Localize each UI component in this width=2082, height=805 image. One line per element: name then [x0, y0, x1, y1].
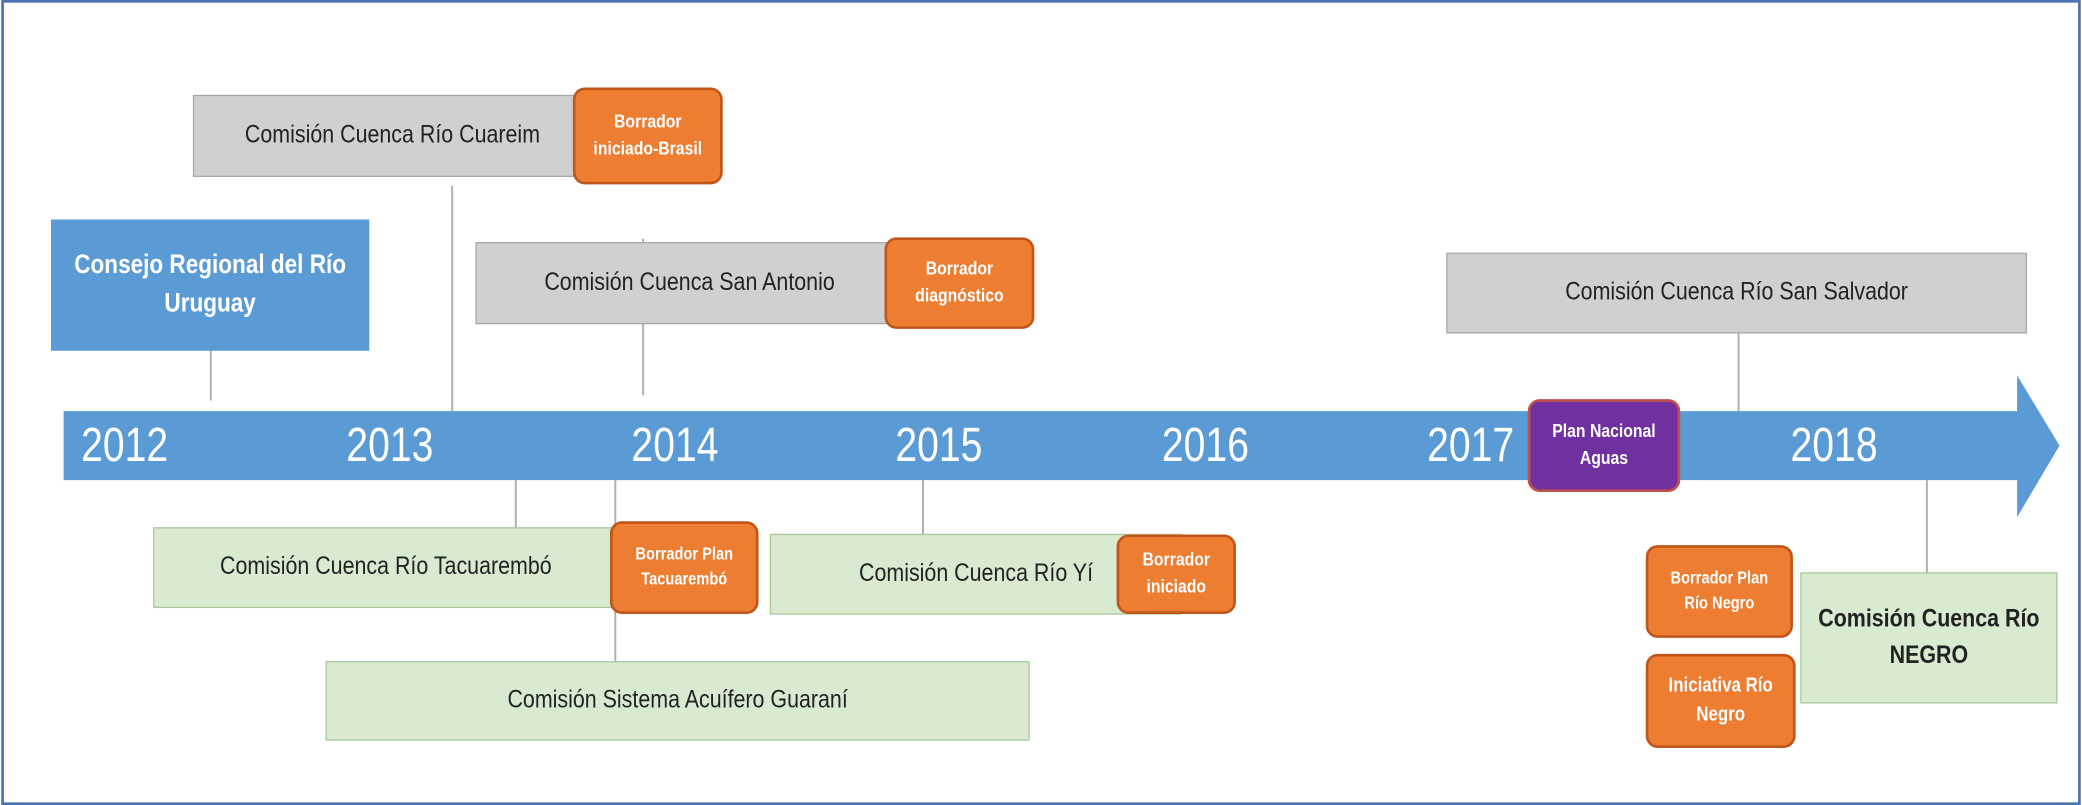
box-text: Tacuarembó	[641, 571, 727, 589]
box-bg	[1645, 653, 1796, 748]
box-text: Comisión Cuenca Río Tacuarembó	[220, 552, 552, 580]
box-text: Borrador	[614, 110, 682, 132]
timeline-arrow	[63, 375, 2060, 518]
timeline-box: Iniciativa Río Negro	[1645, 653, 1796, 748]
box-bg	[50, 219, 370, 351]
box-bg	[1116, 534, 1236, 615]
timeline-box: Consejo Regional del Río Uruguay	[50, 219, 370, 351]
timeline-box: Comisión Cuenca Río San Salvador	[1446, 252, 2028, 334]
box-text: NEGRO	[1890, 640, 1969, 668]
box-text: iniciado	[1146, 575, 1206, 597]
timeline-box: Borrador Plan Río Negro	[1645, 545, 1793, 638]
box-bg	[884, 237, 1035, 329]
box-text: Negro	[1696, 702, 1745, 725]
box-bg	[325, 661, 1030, 741]
timeline-box: Plan Nacional Aguas	[1527, 399, 1681, 493]
box-text: Borrador Plan	[1671, 570, 1769, 588]
year-label: 2015	[895, 418, 982, 472]
years: 2012 2013 2014 2015 2016 2017 2018	[81, 418, 1878, 472]
timeline-box: Borrador iniciado	[1116, 534, 1236, 615]
year-label: 2017	[1427, 418, 1514, 472]
box-text: Comisión Cuenca San Antonio	[544, 267, 834, 295]
box-text: Comisión Sistema Acuífero Guaraní	[507, 685, 848, 713]
box-text: Comisión Cuenca Río Cuareim	[245, 120, 540, 148]
year-label: 2013	[346, 418, 433, 472]
box-bg	[153, 527, 619, 609]
timeline-box: Borrador diagnóstico	[884, 237, 1035, 329]
timeline-box: Comisión Sistema Acuífero Guaraní	[325, 661, 1030, 741]
timeline-box: Comisión Cuenca Río NEGRO	[1800, 572, 2058, 704]
box-bg	[192, 94, 593, 178]
box-text: Iniciativa Río	[1669, 673, 1773, 696]
year-label: 2014	[631, 418, 718, 472]
box-text: Río Negro	[1684, 595, 1754, 613]
box-text: Aguas	[1580, 447, 1628, 469]
timeline-box: Borrador Plan Tacuarembó	[609, 521, 759, 615]
year-label: 2012	[81, 418, 168, 472]
box-bg	[769, 533, 1183, 615]
box-bg	[609, 521, 759, 615]
box-bg	[1446, 252, 2028, 334]
boxes: Comisión Cuenca Río Cuareim Borrador inici…	[50, 87, 2058, 748]
box-text: Borrador	[926, 257, 994, 279]
timeline-box: Comisión Cuenca Río Cuareim	[192, 94, 593, 178]
box-text: Comisión Cuenca Río	[1818, 604, 2039, 632]
box-text: diagnóstico	[915, 284, 1004, 306]
box-text: Borrador Plan	[635, 546, 733, 564]
box-bg	[572, 87, 723, 185]
box-text: Borrador	[1143, 548, 1211, 570]
box-bg	[1527, 399, 1681, 493]
box-bg	[1645, 545, 1793, 638]
year-label: 2018	[1791, 418, 1878, 472]
timeline-box: Comisión Cuenca San Antonio	[475, 242, 904, 325]
box-text: Plan Nacional	[1552, 420, 1655, 442]
box-text: Consejo Regional del Río	[74, 250, 346, 279]
timeline-box: Comisión Cuenca Río Yí	[769, 533, 1183, 615]
timeline-box: Comisión Cuenca Río Tacuarembó	[153, 527, 619, 609]
box-text: Comisión Cuenca Río San Salvador	[1565, 277, 1908, 305]
timeline-box: Borrador iniciado-Brasil	[572, 87, 723, 185]
box-bg	[1800, 572, 2058, 704]
year-label: 2016	[1162, 418, 1249, 472]
box-bg	[475, 242, 904, 325]
box-text: Uruguay	[164, 289, 256, 318]
box-text: iniciado-Brasil	[593, 137, 702, 159]
box-text: Comisión Cuenca Río Yí	[859, 558, 1093, 586]
